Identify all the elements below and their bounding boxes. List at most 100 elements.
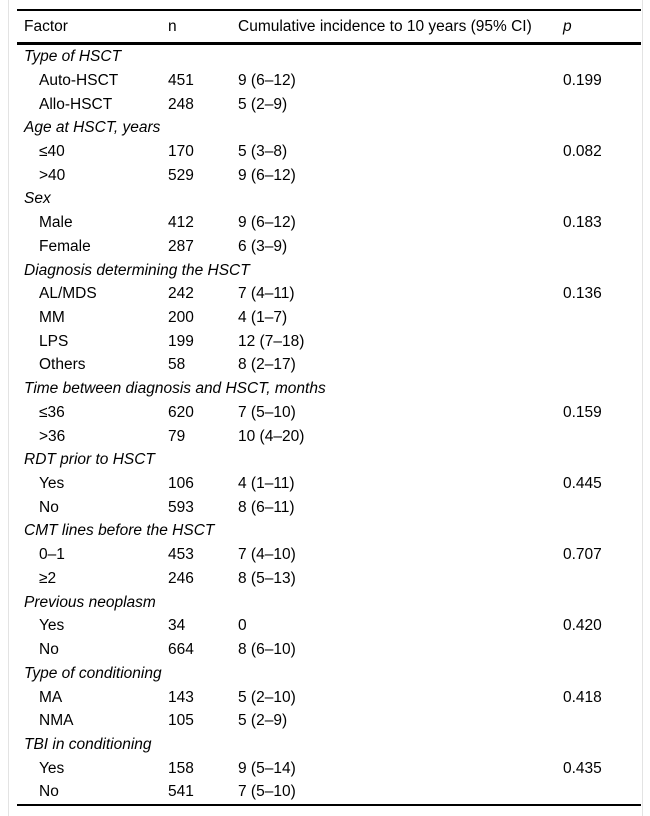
ci-cell: 5 (3–8) — [238, 142, 288, 160]
table-row: MM 200 4 (1–7) — [17, 306, 641, 330]
ci-cell: 4 (1–7) — [238, 309, 288, 327]
table-row: Auto-HSCT 451 9 (6–12) 0.199 — [17, 69, 641, 93]
p-value-cell: 0.435 — [563, 759, 602, 777]
table-row: Female 287 6 (3–9) — [17, 235, 641, 259]
ci-cell: 7 (4–10) — [238, 546, 296, 564]
factor-cell: Female — [39, 237, 91, 255]
section-label: Age at HSCT, years — [24, 119, 161, 137]
table-row: Yes 34 0 0.420 — [17, 614, 641, 638]
p-value-cell: 0.445 — [563, 475, 602, 493]
section-row: Type of HSCT — [17, 45, 641, 69]
factor-cell: Yes — [39, 759, 65, 777]
factor-cell: >36 — [39, 427, 66, 445]
ci-cell: 4 (1–11) — [238, 475, 295, 493]
n-cell: 248 — [168, 95, 194, 113]
n-cell: 200 — [168, 309, 194, 327]
table-row: LPS 199 12 (7–18) — [17, 330, 641, 354]
p-value-cell: 0.136 — [563, 285, 602, 303]
factor-cell: 0–1 — [39, 546, 65, 564]
ci-cell: 0 — [238, 617, 247, 635]
n-cell: 143 — [168, 688, 194, 706]
figure-right-border — [642, 0, 643, 816]
table-row: MA 143 5 (2–10) 0.418 — [17, 685, 641, 709]
p-value-cell: 0.418 — [563, 688, 602, 706]
n-cell: 246 — [168, 569, 194, 587]
section-row: RDT prior to HSCT — [17, 448, 641, 472]
table-row: >40 529 9 (6–12) — [17, 164, 641, 188]
table-body: Type of HSCT Auto-HSCT 451 9 (6–12) 0.199 All… — [17, 45, 641, 804]
n-cell: 412 — [168, 214, 194, 232]
section-label: TBI in conditioning — [24, 735, 152, 753]
n-cell: 79 — [168, 427, 186, 445]
n-cell: 105 — [168, 712, 194, 730]
section-row: CMT lines before the HSCT — [17, 519, 641, 543]
factor-cell: Yes — [39, 475, 65, 493]
p-value-cell: 0.420 — [563, 617, 602, 635]
factor-cell: MM — [39, 309, 65, 327]
factor-cell: ≤40 — [39, 142, 65, 160]
section-label: CMT lines before the HSCT — [24, 522, 215, 540]
n-cell: 620 — [168, 403, 194, 421]
factor-cell: NMA — [39, 712, 74, 730]
ci-cell: 9 (5–14) — [238, 759, 296, 777]
column-header-n: n — [168, 17, 177, 35]
column-header-ci: Cumulative incidence to 10 years (95% CI… — [238, 17, 532, 35]
table-row: ≥2 246 8 (5–13) — [17, 567, 641, 591]
factor-cell: Others — [39, 356, 86, 374]
factor-cell: No — [39, 783, 59, 801]
ci-cell: 7 (5–10) — [238, 403, 296, 421]
ci-cell: 8 (2–17) — [238, 356, 296, 374]
table-row: Allo-HSCT 248 5 (2–9) — [17, 92, 641, 116]
section-label: Time between diagnosis and HSCT, months — [24, 380, 326, 398]
table-row: Others 58 8 (2–17) — [17, 353, 641, 377]
n-cell: 58 — [168, 356, 186, 374]
section-row: Previous neoplasm — [17, 591, 641, 615]
ci-cell: 5 (2–10) — [238, 688, 296, 706]
table-row: AL/MDS 242 7 (4–11) 0.136 — [17, 282, 641, 306]
table-row: Yes 158 9 (5–14) 0.435 — [17, 757, 641, 781]
section-row: Time between diagnosis and HSCT, months — [17, 377, 641, 401]
n-cell: 170 — [168, 142, 194, 160]
factor-cell: No — [39, 498, 59, 516]
p-value-cell: 0.199 — [563, 71, 602, 89]
section-label: Type of HSCT — [24, 48, 122, 66]
ci-cell: 10 (4–20) — [238, 427, 305, 445]
ci-cell: 7 (5–10) — [238, 783, 296, 801]
factor-cell: Yes — [39, 617, 65, 635]
ci-cell: 5 (2–9) — [238, 712, 288, 730]
ci-cell: 9 (6–12) — [238, 214, 296, 232]
factor-cell: LPS — [39, 332, 69, 350]
table-row: Yes 106 4 (1–11) 0.445 — [17, 472, 641, 496]
factor-cell: AL/MDS — [39, 285, 97, 303]
section-label: Previous neoplasm — [24, 593, 156, 611]
factor-cell: Auto-HSCT — [39, 71, 119, 89]
n-cell: 158 — [168, 759, 194, 777]
factor-cell: Allo-HSCT — [39, 95, 113, 113]
n-cell: 287 — [168, 237, 194, 255]
ci-cell: 12 (7–18) — [238, 332, 305, 350]
section-row: TBI in conditioning — [17, 733, 641, 757]
column-header-factor: Factor — [24, 17, 68, 35]
table-row: No 541 7 (5–10) — [17, 780, 641, 804]
section-label: Type of conditioning — [24, 664, 162, 682]
n-cell: 541 — [168, 783, 194, 801]
n-cell: 593 — [168, 498, 194, 516]
factor-cell: ≤36 — [39, 403, 65, 421]
table-row: ≤40 170 5 (3–8) 0.082 — [17, 140, 641, 164]
table-row: NMA 105 5 (2–9) — [17, 709, 641, 733]
table-row: No 593 8 (6–11) — [17, 496, 641, 520]
table-row: >36 79 10 (4–20) — [17, 425, 641, 449]
table-row: No 664 8 (6–10) — [17, 638, 641, 662]
n-cell: 529 — [168, 166, 194, 184]
table-row: 0–1 453 7 (4–10) 0.707 — [17, 543, 641, 567]
factor-cell: Male — [39, 214, 73, 232]
figure-left-border — [8, 0, 9, 816]
n-cell: 199 — [168, 332, 194, 350]
p-value-cell: 0.707 — [563, 546, 602, 564]
table-header-row: Factor n Cumulative incidence to 10 year… — [17, 11, 641, 45]
ci-cell: 9 (6–12) — [238, 71, 296, 89]
section-row: Diagnosis determining the HSCT — [17, 258, 641, 282]
p-value-cell: 0.183 — [563, 214, 602, 232]
section-label: RDT prior to HSCT — [24, 451, 155, 469]
